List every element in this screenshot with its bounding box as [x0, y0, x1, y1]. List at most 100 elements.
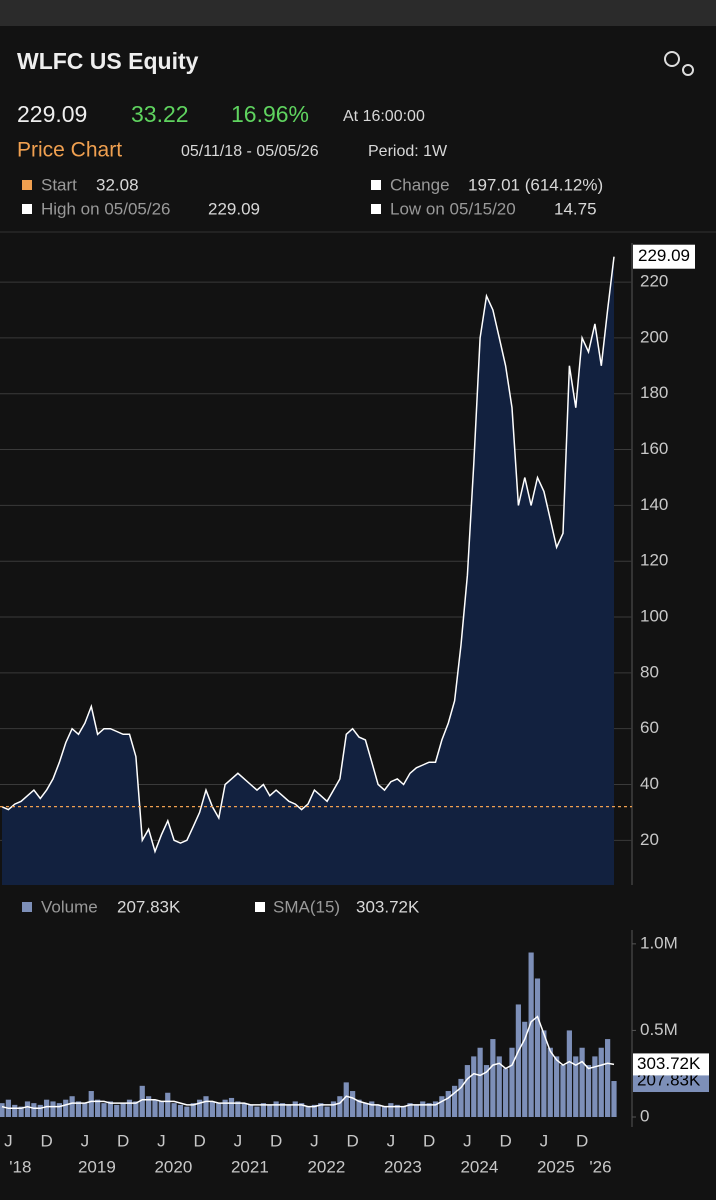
volume-bar: [554, 1056, 560, 1117]
legend-swatch: [22, 902, 32, 912]
volume-bar: [362, 1103, 368, 1117]
volume-bar: [95, 1099, 101, 1117]
volume-bar: [235, 1101, 241, 1117]
volume-bar: [515, 1004, 521, 1117]
volume-bar: [394, 1104, 400, 1117]
x-tick-label: J: [81, 1131, 90, 1150]
volume-bar: [522, 1021, 528, 1117]
volume-bar: [464, 1065, 470, 1117]
period[interactable]: Period: 1W: [368, 143, 448, 160]
volume-bar: [18, 1106, 24, 1117]
volume-bar: [566, 1030, 572, 1117]
legend-swatch: [22, 180, 32, 190]
y-tick-label: 20: [640, 830, 659, 849]
volume-bar: [114, 1104, 120, 1117]
volume-bar: [579, 1047, 585, 1117]
volume-bar: [171, 1103, 177, 1117]
volume-bar: [69, 1096, 75, 1117]
volume-bar: [496, 1056, 502, 1117]
volume-bar: [343, 1082, 349, 1117]
volume-bar: [560, 1065, 566, 1117]
volume-bar: [585, 1065, 592, 1117]
x-tick-label: J: [540, 1131, 549, 1150]
legend-value: 14.75: [554, 199, 597, 218]
x-year-label: '18: [9, 1157, 31, 1176]
volume-bar: [139, 1085, 145, 1117]
x-year-label: 2021: [231, 1157, 269, 1176]
volume-bar: [426, 1103, 432, 1117]
last-price-label: 229.09: [638, 246, 690, 265]
volume-bar: [483, 1065, 490, 1117]
volume-bar: [63, 1099, 69, 1117]
volume-bar: [337, 1096, 343, 1117]
volume-bar: [12, 1104, 18, 1117]
price: 229.09: [17, 101, 87, 127]
legend-value: 229.09: [208, 199, 260, 218]
volume-bar: [528, 952, 534, 1117]
volume-bar: [541, 1030, 547, 1117]
volume-bar: [401, 1106, 407, 1117]
x-tick-label: D: [117, 1131, 129, 1150]
price-line: [1, 256, 615, 854]
x-year-label: '26: [589, 1157, 611, 1176]
volume-bar: [420, 1101, 426, 1117]
x-tick-label: D: [423, 1131, 435, 1150]
legend-label: SMA(15): [273, 897, 340, 916]
volume-bar: [50, 1101, 56, 1117]
change-pct: 16.96%: [231, 101, 309, 127]
volume-bar: [152, 1099, 158, 1117]
volume-bar: [388, 1103, 394, 1117]
y-tick-label: 220: [640, 272, 668, 291]
y-tick-label: 160: [640, 439, 668, 458]
volume-bar: [605, 1039, 611, 1117]
volume-bar: [133, 1101, 139, 1117]
volume-bar: [75, 1101, 82, 1117]
volume-bar: [241, 1103, 247, 1117]
volume-bar: [273, 1101, 279, 1117]
volume-bar: [56, 1103, 62, 1117]
y-tick-label: 0: [640, 1106, 649, 1125]
volume-bar: [324, 1106, 330, 1117]
x-tick-label: J: [310, 1131, 319, 1150]
volume-bar: [209, 1101, 215, 1117]
volume-bar: [190, 1103, 196, 1117]
x-year-label: 2024: [460, 1157, 498, 1176]
volume-bar: [356, 1099, 362, 1117]
y-tick-label: 40: [640, 774, 659, 793]
y-tick-label: 180: [640, 383, 668, 402]
volume-bar: [0, 1103, 5, 1117]
volume-bar: [471, 1056, 477, 1117]
section-title[interactable]: Price Chart: [17, 139, 122, 162]
x-tick-label: J: [387, 1131, 396, 1150]
x-year-label: 2019: [78, 1157, 116, 1176]
volume-bar: [216, 1103, 222, 1117]
volume-bar: [432, 1101, 439, 1117]
legend-label: Change: [390, 175, 450, 194]
x-tick-label: D: [346, 1131, 358, 1150]
legend-value: 303.72K: [356, 897, 420, 916]
last-value-label: 303.72K: [637, 1054, 701, 1073]
volume-bar: [299, 1103, 305, 1117]
y-tick-label: 200: [640, 327, 668, 346]
volume-bar: [330, 1101, 337, 1117]
volume-bar: [490, 1039, 496, 1117]
sma-line: [1, 1015, 615, 1110]
legend-label: High on 05/05/26: [41, 199, 171, 218]
volume-bar: [279, 1103, 286, 1117]
x-tick-label: D: [270, 1131, 282, 1150]
date-range[interactable]: 05/11/18 - 05/05/26: [181, 143, 319, 160]
volume-bar: [120, 1103, 126, 1117]
y-tick-label: 100: [640, 607, 668, 626]
volume-bar: [37, 1104, 43, 1117]
volume-bar: [318, 1103, 324, 1117]
time: At 16:00:00: [343, 108, 425, 125]
volume-bar: [197, 1099, 203, 1117]
settings-icon[interactable]: [664, 51, 694, 76]
volume-bar: [452, 1085, 458, 1117]
legend-label: Start: [41, 175, 77, 194]
volume-bar: [177, 1104, 184, 1117]
legend-swatch: [371, 204, 381, 214]
last-price-flag: [633, 244, 695, 269]
volume-bar: [350, 1091, 356, 1117]
